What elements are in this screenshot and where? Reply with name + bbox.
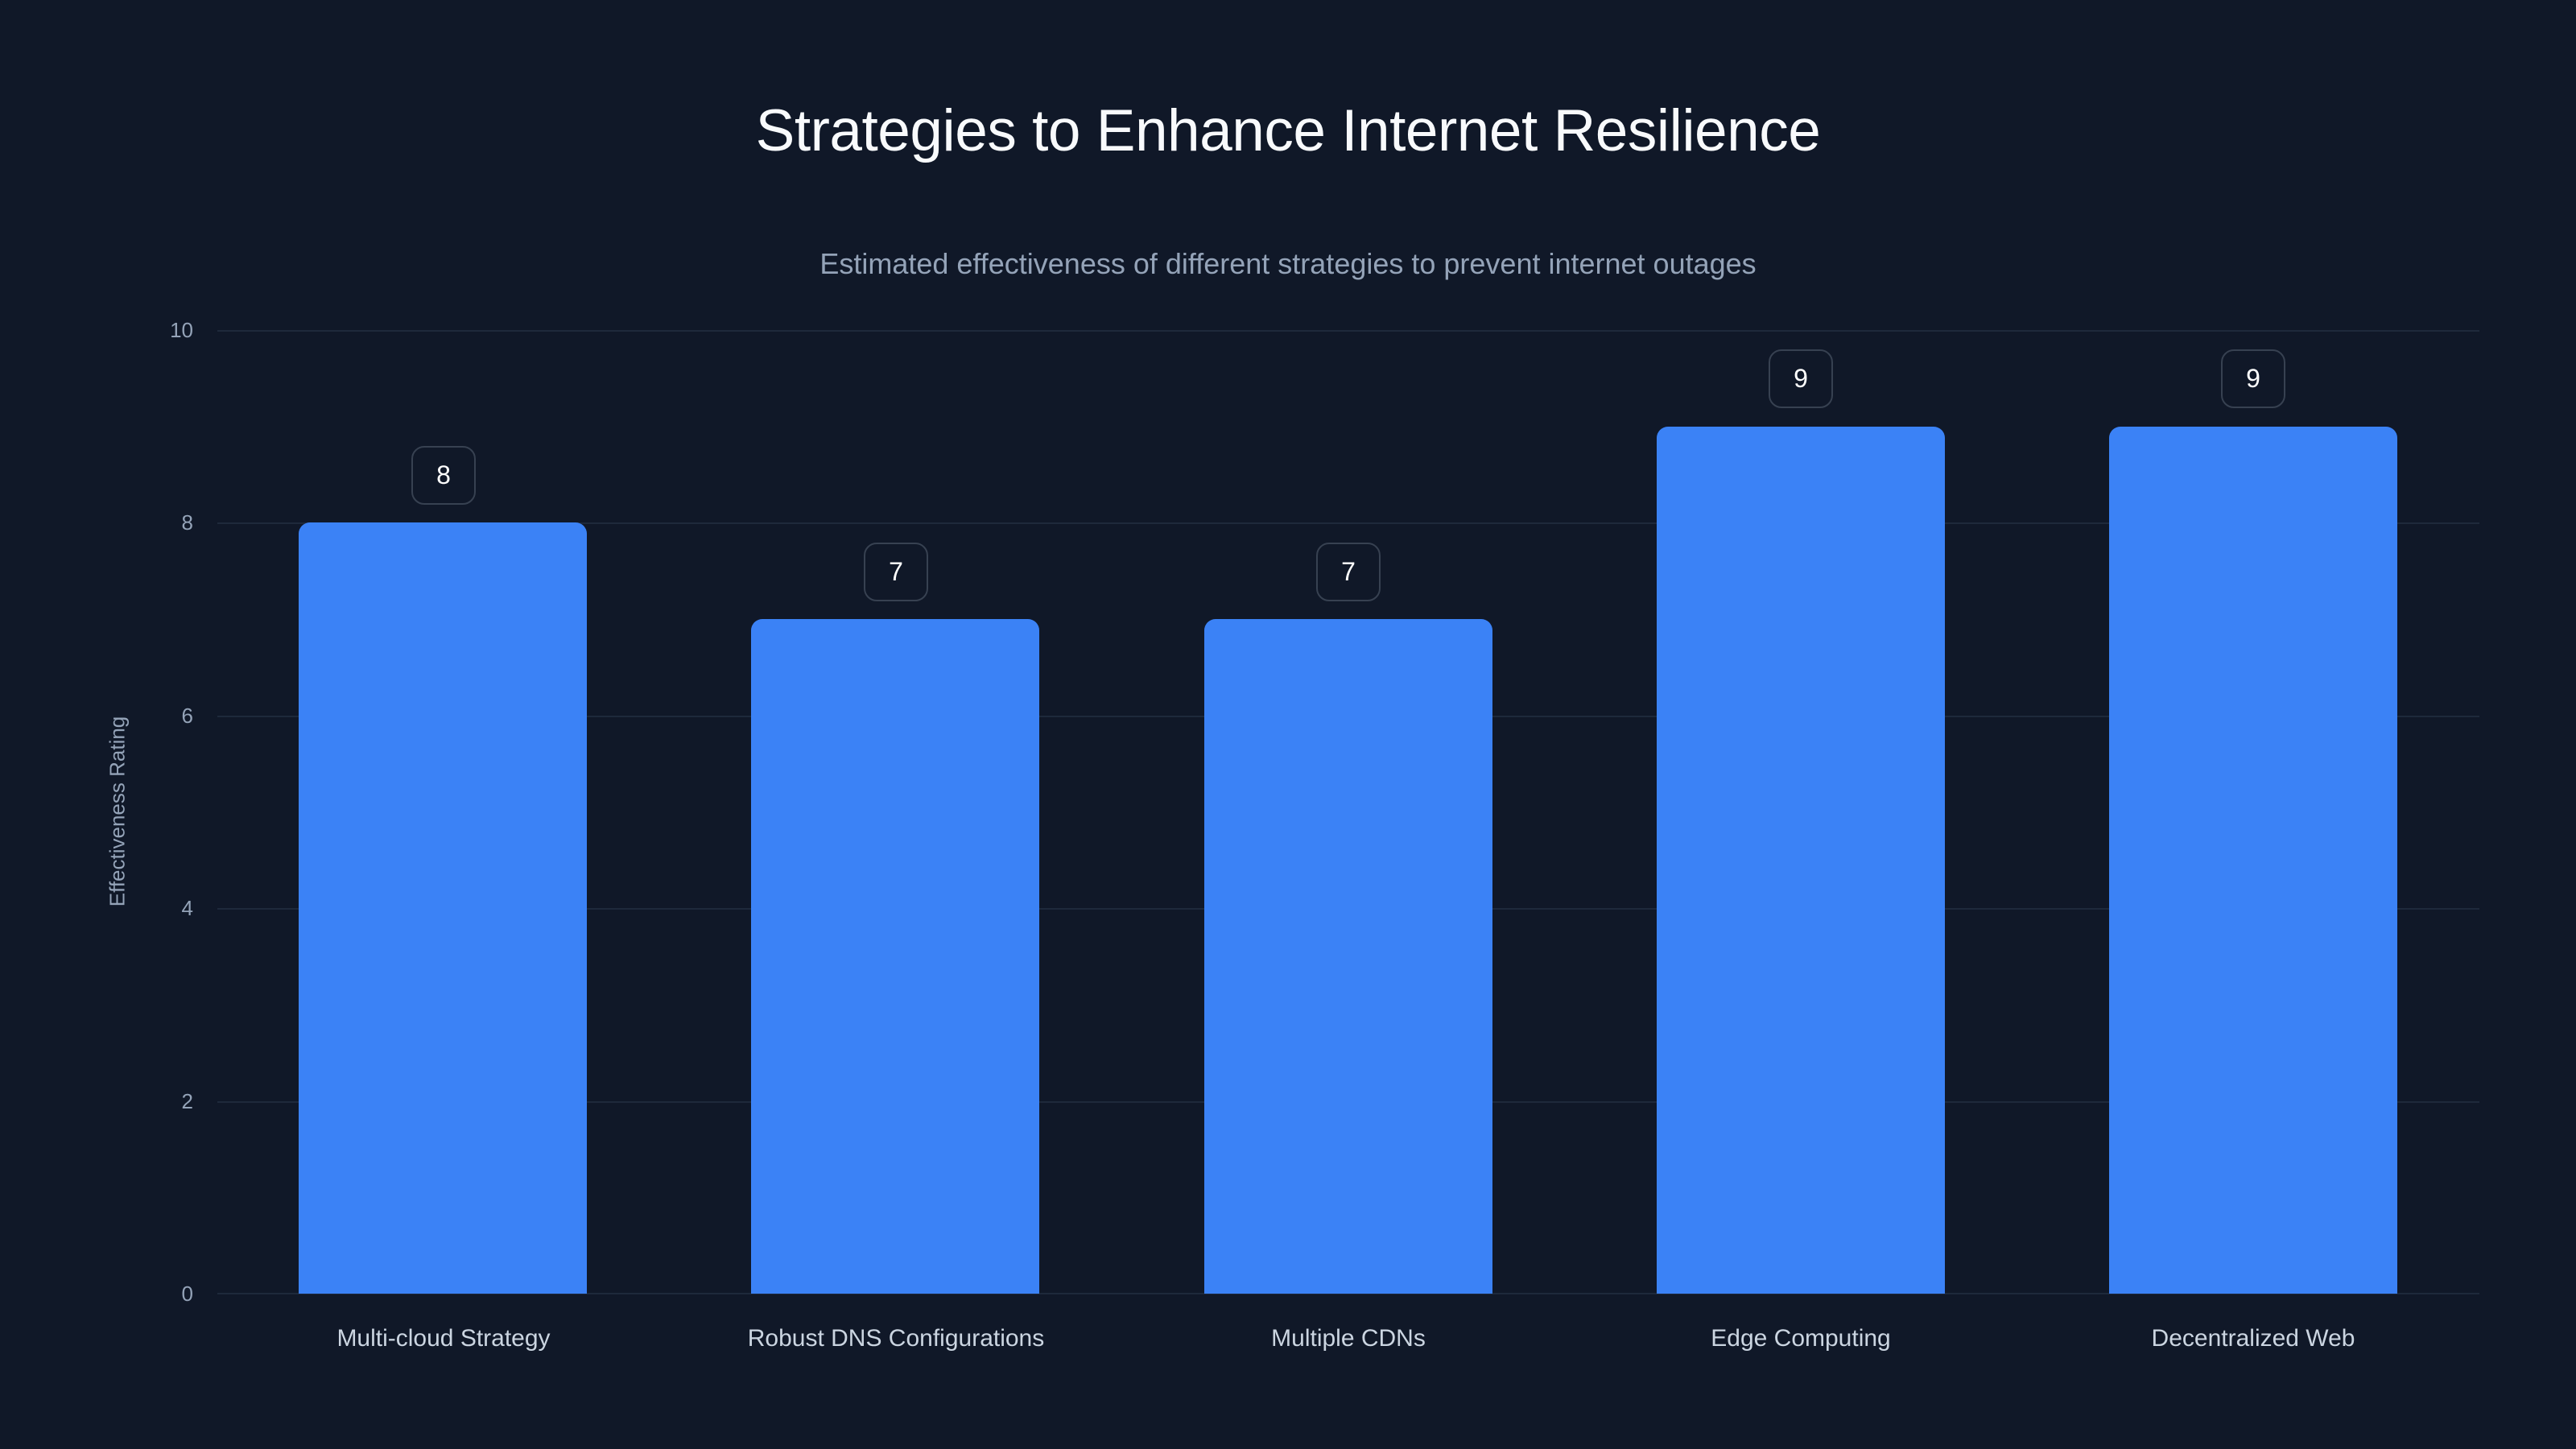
y-tick-0: 0 [181, 1282, 193, 1306]
y-tick-2: 2 [181, 1089, 193, 1113]
value-badge: 9 [2221, 349, 2285, 408]
chart-subtitle: Estimated effectiveness of different str… [819, 247, 1757, 280]
bar-edge-computing[interactable] [1657, 427, 1945, 1294]
value-badge: 9 [1769, 349, 1833, 408]
chart-title: Strategies to Enhance Internet Resilienc… [755, 98, 1821, 163]
value-badge: 8 [411, 446, 476, 505]
bar-multiple-cdns[interactable] [1204, 619, 1492, 1294]
x-category-label: Robust DNS Configurations [747, 1325, 1045, 1352]
x-category-label: Multiple CDNs [1271, 1325, 1426, 1352]
x-category-label: Edge Computing [1711, 1325, 1891, 1352]
gridline-10 [217, 330, 2479, 332]
x-category-label: Decentralized Web [2151, 1325, 2355, 1352]
gridline-8 [217, 522, 2479, 524]
value-badge: 7 [1316, 543, 1381, 601]
plot-area: 8 7 7 9 9 [217, 330, 2479, 1294]
y-tick-8: 8 [181, 510, 193, 535]
y-tick-6: 6 [181, 704, 193, 728]
bar-decentralized-web[interactable] [2109, 427, 2397, 1294]
x-category-label: Multi-cloud Strategy [336, 1325, 551, 1352]
y-tick-4: 4 [181, 896, 193, 920]
bar-multi-cloud-strategy[interactable] [299, 522, 587, 1294]
value-badge: 7 [864, 543, 928, 601]
bar-robust-dns-configurations[interactable] [751, 619, 1039, 1294]
gridline-0 [217, 1293, 2479, 1294]
y-tick-10: 10 [170, 318, 193, 342]
y-axis-label: Effectiveness Rating [105, 716, 130, 907]
